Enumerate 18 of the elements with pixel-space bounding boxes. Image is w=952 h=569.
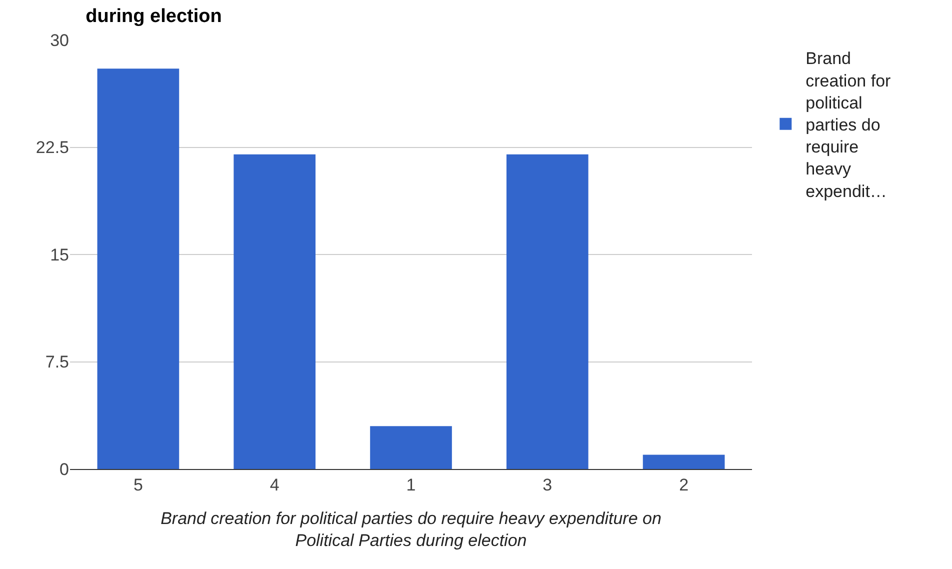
bar [234,154,316,469]
y-tick-label: 22.5 [36,138,69,158]
x-tick-label: 4 [270,475,280,494]
bar [506,154,588,469]
y-tick-label: 0 [60,460,69,479]
bar [370,426,452,469]
x-tick-label: 2 [679,475,689,494]
x-tick-label: 5 [133,475,143,494]
bar [97,68,180,469]
x-axis-title: Brand creation for political parties do require heavy expenditure on Political Parties during election [160,508,662,550]
x-tick-label: 3 [542,475,552,494]
chart-title: during election [86,6,222,27]
y-tick-label: 15 [50,245,69,264]
bar [642,454,725,469]
y-tick-label: 7.5 [45,352,69,372]
x-tick-label: 1 [406,475,416,494]
y-tick-label: 30 [50,30,69,50]
legend-label: Brand creation for political parties do require heavy expendit… [806,49,892,201]
